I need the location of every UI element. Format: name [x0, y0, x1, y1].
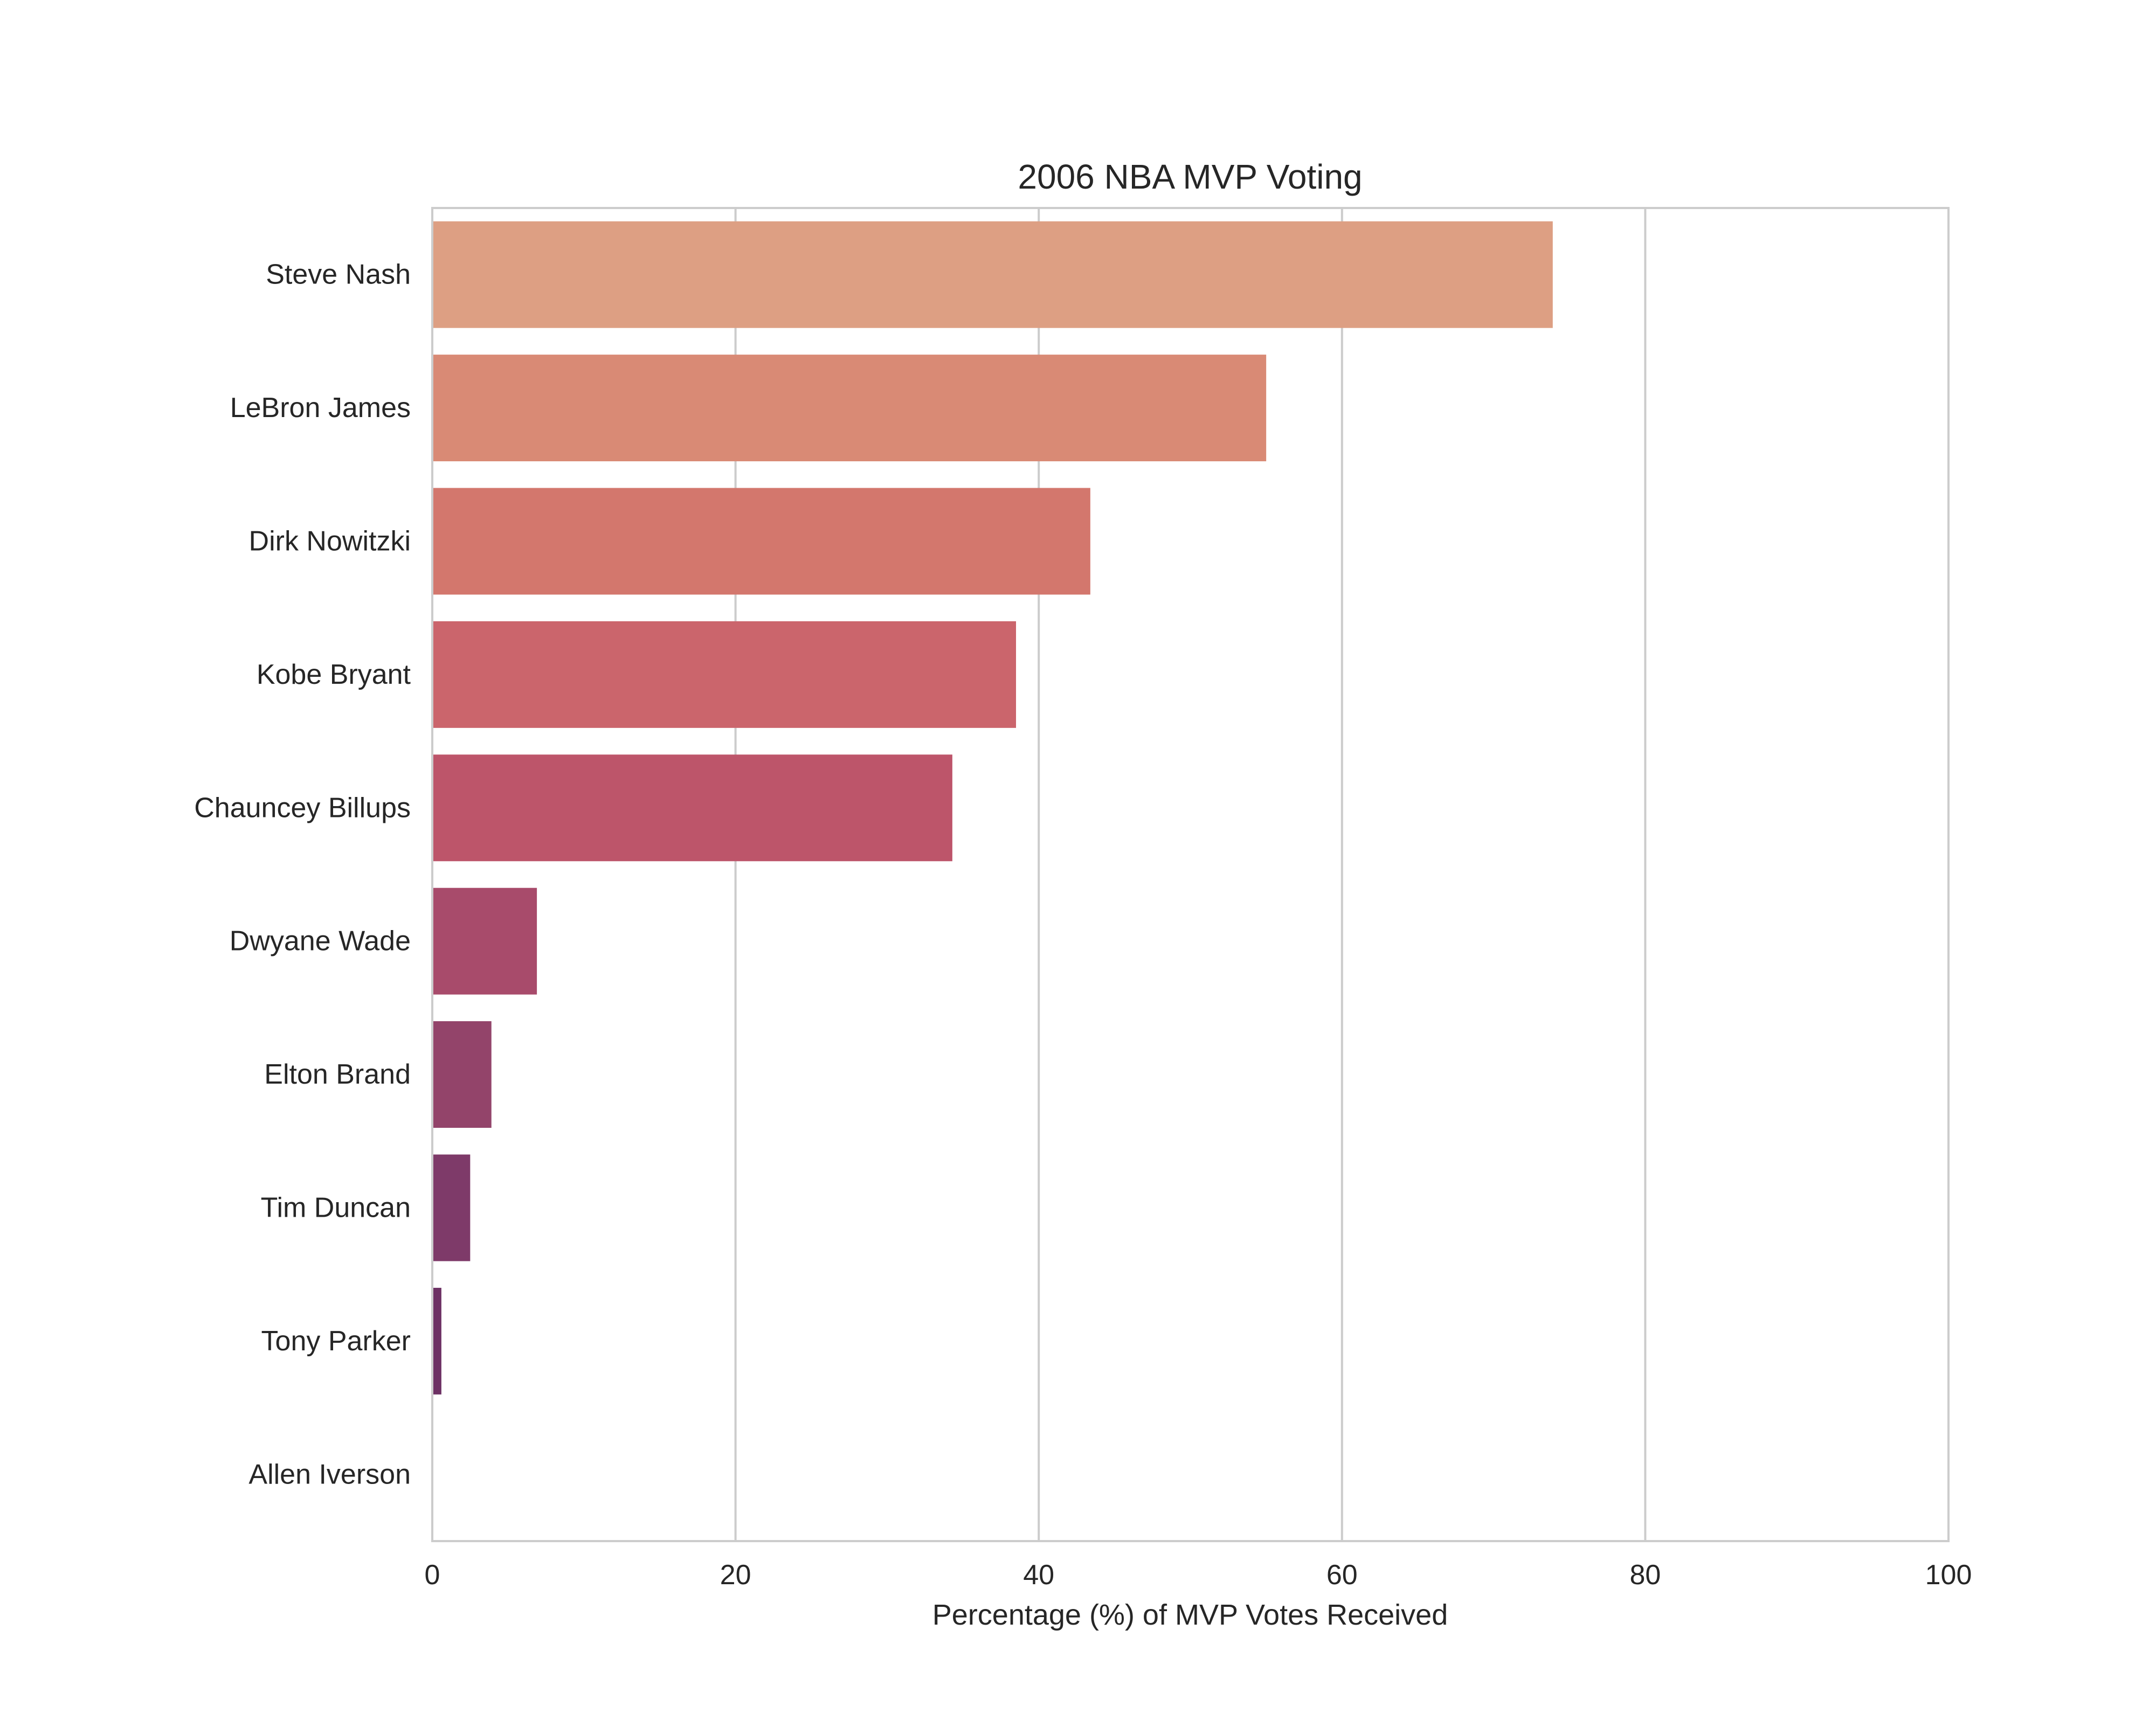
y-tick-label: Kobe Bryant	[257, 659, 411, 690]
x-axis-label: Percentage (%) of MVP Votes Received	[932, 1599, 1448, 1631]
bar-chauncey-billups	[432, 754, 952, 862]
x-tick-label: 20	[720, 1559, 751, 1591]
bar-dwyane-wade	[432, 887, 537, 995]
bar-steve-nash	[432, 221, 1553, 328]
plot-frame	[431, 207, 1950, 1542]
bar-dirk-nowitzki	[432, 488, 1090, 595]
x-axis-ticks: 0 20 40 60 80 100	[425, 1559, 1972, 1591]
x-tick-label: 0	[425, 1559, 440, 1591]
x-tick-label: 80	[1629, 1559, 1661, 1591]
bar-lebron-james	[432, 355, 1267, 462]
y-tick-label: Dirk Nowitzki	[249, 526, 411, 557]
bar-elton-brand	[432, 1021, 492, 1128]
y-tick-label: Tim Duncan	[261, 1192, 411, 1224]
bar-tim-duncan	[432, 1154, 471, 1261]
y-tick-label: Tony Parker	[261, 1326, 411, 1357]
y-tick-label: Elton Brand	[264, 1059, 411, 1090]
x-tick-label: 100	[1925, 1559, 1972, 1591]
y-tick-label: Dwyane Wade	[230, 926, 411, 957]
y-tick-label: Steve Nash	[266, 259, 411, 290]
chart-title: 2006 NBA MVP Voting	[1018, 157, 1362, 196]
x-tick-label: 40	[1023, 1559, 1054, 1591]
bar-tony-parker	[432, 1287, 441, 1395]
y-axis-ticks: Steve Nash LeBron James Dirk Nowitzki Kobe …	[194, 259, 411, 1490]
bar-kobe-bryant	[432, 621, 1017, 728]
y-tick-label: LeBron James	[230, 392, 411, 424]
x-tick-label: 60	[1326, 1559, 1358, 1591]
bars	[432, 221, 1553, 1395]
y-tick-label: Chauncey Billups	[194, 792, 411, 823]
y-tick-label: Allen Iverson	[248, 1459, 411, 1490]
